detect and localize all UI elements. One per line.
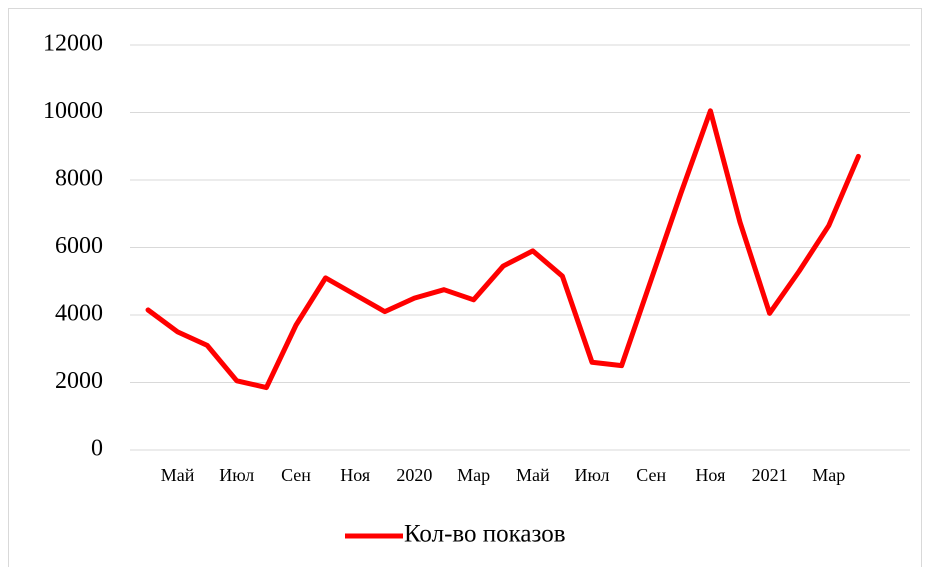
x-tick-label: 2020 [396, 465, 432, 485]
chart-border [8, 8, 922, 567]
x-tick-label: Июл [575, 465, 610, 485]
y-tick-label: 4000 [55, 301, 103, 327]
x-tick-label: 2021 [752, 465, 788, 485]
x-tick-label: Ноя [340, 465, 370, 485]
y-tick-label: 6000 [55, 233, 103, 259]
x-tick-label: Май [516, 465, 550, 485]
x-tick-label: Июл [219, 465, 254, 485]
x-tick-label: Май [161, 465, 195, 485]
y-tick-label: 0 [91, 436, 103, 462]
x-tick-label: Сен [636, 465, 666, 485]
x-tick-label: Ноя [695, 465, 725, 485]
y-tick-label: 10000 [43, 98, 103, 124]
x-tick-label: Сен [281, 465, 311, 485]
legend-label: Кол-во показов [404, 521, 566, 548]
x-tick-label: Мар [457, 465, 490, 485]
line-series [145, 108, 861, 391]
y-tick-label: 12000 [43, 31, 103, 57]
x-tick-label: Мар [812, 465, 845, 485]
y-tick-label: 2000 [55, 368, 103, 394]
y-tick-label: 8000 [55, 166, 103, 192]
